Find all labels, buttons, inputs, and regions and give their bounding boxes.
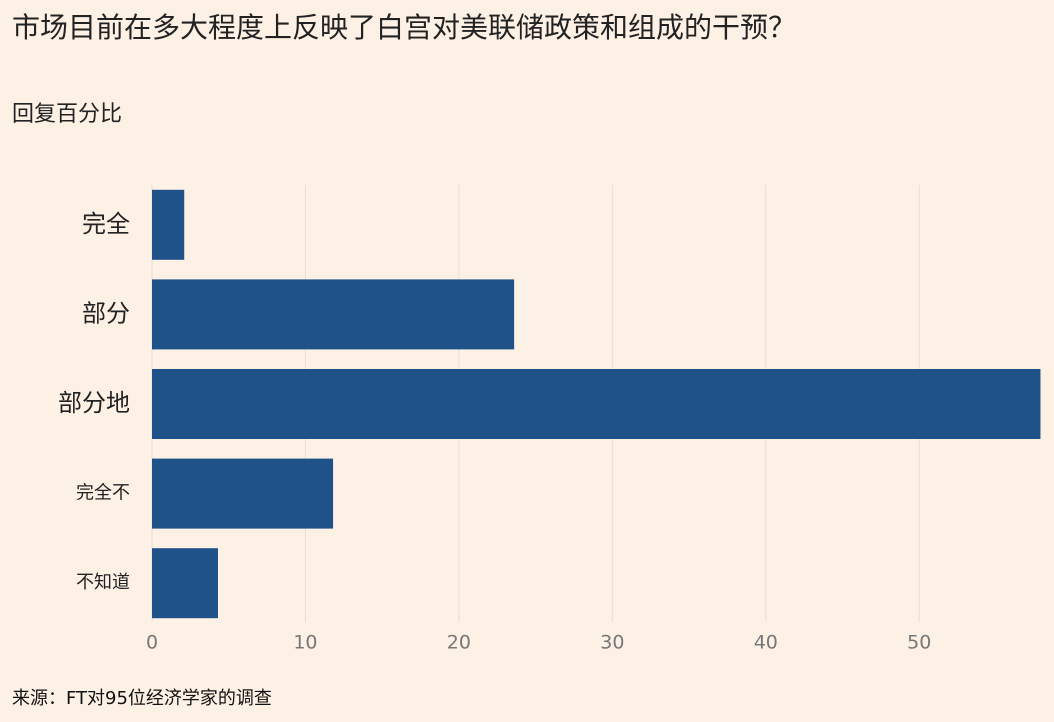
x-tick-label: 20 bbox=[447, 632, 471, 654]
y-tick-label: 不知道 bbox=[76, 572, 130, 593]
bar bbox=[152, 189, 185, 260]
y-tick-label: 部分地 bbox=[58, 389, 130, 417]
source-note: 来源：FT对95位经济学家的调查 bbox=[12, 688, 272, 709]
y-tick-label: 完全不 bbox=[76, 483, 130, 504]
x-tick-label: 50 bbox=[907, 632, 931, 654]
y-tick-label: 完全 bbox=[82, 210, 130, 238]
chart-subtitle: 回复百分比 bbox=[12, 102, 123, 127]
x-tick-label: 10 bbox=[293, 632, 317, 654]
bar bbox=[152, 279, 515, 350]
x-tick-label: 40 bbox=[754, 632, 778, 654]
x-tick-label: 0 bbox=[146, 632, 158, 654]
y-tick-label: 部分 bbox=[82, 299, 130, 327]
bar bbox=[152, 369, 1041, 439]
x-tick-label: 30 bbox=[600, 632, 624, 654]
bar bbox=[152, 548, 218, 619]
bar bbox=[152, 458, 334, 529]
chart-title: 市场目前在多大程度上反映了白宫对美联储政策和组成的干预？ bbox=[12, 11, 797, 44]
